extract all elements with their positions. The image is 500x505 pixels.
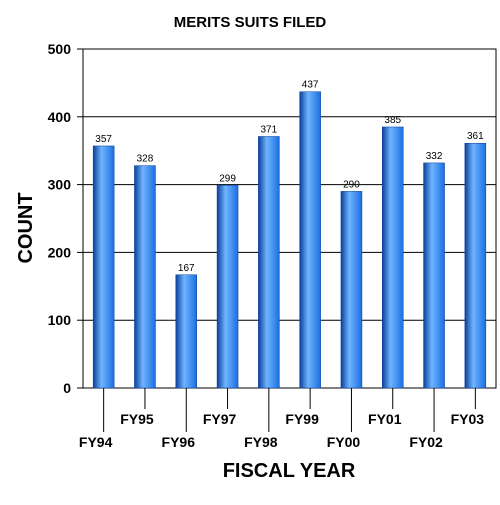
data-label: 299 bbox=[219, 173, 236, 184]
bar bbox=[464, 142, 487, 389]
bar bbox=[258, 136, 280, 389]
x-tick-label: FY03 bbox=[451, 411, 485, 427]
y-tick-label: 400 bbox=[48, 109, 72, 125]
x-tick-label: FY02 bbox=[409, 434, 443, 450]
y-tick-label: 100 bbox=[48, 312, 72, 328]
bar bbox=[216, 185, 239, 389]
data-label: 290 bbox=[343, 179, 360, 190]
bar bbox=[175, 274, 197, 389]
bar bbox=[299, 91, 321, 389]
x-tick-label: FY00 bbox=[327, 434, 361, 450]
y-axis-label: COUNT bbox=[15, 192, 37, 263]
chart-title: MERITS SUITS FILED bbox=[174, 14, 327, 31]
bar bbox=[92, 145, 115, 389]
bar bbox=[134, 165, 156, 389]
bar bbox=[423, 162, 445, 389]
data-label: 437 bbox=[302, 80, 319, 91]
bar-layer: 357 328 167 299 371 437 290 385 332 361 bbox=[92, 80, 487, 389]
data-label: 385 bbox=[384, 115, 401, 126]
x-tick-label: FY01 bbox=[368, 411, 402, 427]
data-label: 332 bbox=[426, 151, 443, 162]
x-tick-label: FY95 bbox=[120, 411, 154, 427]
axis-layer: 0 100 200 300 400 500 FY94 FY95 FY96 FY97 FY98 FY99… bbox=[48, 41, 485, 450]
y-tick-label: 0 bbox=[63, 380, 71, 396]
bar bbox=[340, 191, 363, 389]
data-label: 167 bbox=[178, 263, 195, 274]
data-label: 371 bbox=[261, 124, 278, 135]
y-tick-label: 300 bbox=[48, 177, 72, 193]
bar bbox=[382, 126, 404, 389]
y-tick-label: 500 bbox=[48, 41, 72, 57]
x-tick-label: FY96 bbox=[162, 434, 196, 450]
x-tick-label: FY99 bbox=[285, 411, 319, 427]
x-tick-label: FY97 bbox=[203, 411, 237, 427]
y-tick-label: 200 bbox=[48, 244, 72, 260]
x-tick-label: FY94 bbox=[79, 434, 113, 450]
data-label: 361 bbox=[467, 131, 484, 142]
data-label: 357 bbox=[95, 134, 112, 145]
x-tick-label: FY98 bbox=[244, 434, 278, 450]
data-label: 328 bbox=[137, 154, 154, 165]
x-axis-label: FISCAL YEAR bbox=[223, 460, 356, 482]
